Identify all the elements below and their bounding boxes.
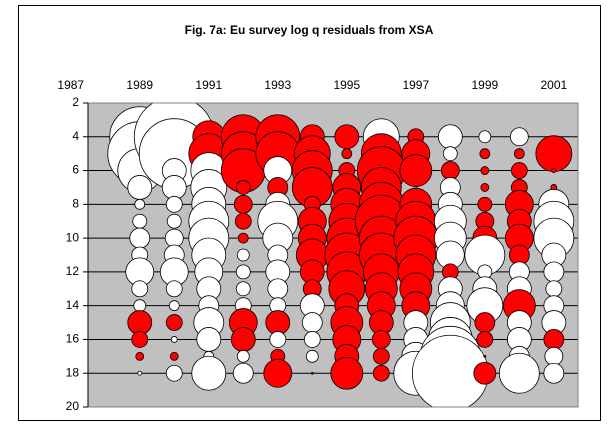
- bubble: [543, 329, 565, 350]
- bubble: [132, 213, 148, 229]
- bubble: [263, 358, 293, 388]
- bubble: [399, 154, 433, 187]
- bubble: [330, 356, 364, 390]
- bubble: [301, 312, 323, 333]
- bubble: [341, 148, 353, 160]
- bubble: [474, 312, 496, 333]
- bubble: [165, 280, 183, 298]
- bubble: [137, 370, 143, 376]
- bubble: [544, 346, 564, 366]
- bubble: [437, 124, 463, 150]
- bubble: [372, 347, 390, 365]
- bubble: [483, 354, 487, 358]
- bubble: [233, 194, 253, 214]
- bubble: [166, 213, 182, 229]
- bubble: [165, 314, 183, 331]
- bubble: [473, 361, 497, 385]
- bubble: [237, 232, 249, 244]
- bubble: [235, 281, 251, 297]
- bubble: [476, 331, 494, 348]
- bubble: [442, 146, 458, 162]
- x-tick-label: 1989: [126, 78, 153, 92]
- bubble: [509, 127, 529, 147]
- bubble: [440, 161, 460, 180]
- bubble: [134, 198, 146, 210]
- bubble: [551, 168, 557, 173]
- bubble: [169, 351, 179, 361]
- bubble: [479, 148, 491, 160]
- y-tick-label: 8: [72, 197, 79, 211]
- bubble: [165, 195, 183, 213]
- bubble: [478, 130, 492, 144]
- y-tick-label: 18: [66, 365, 80, 379]
- bubble: [131, 331, 149, 348]
- bubble: [477, 196, 493, 212]
- x-tick-label: 1987: [57, 78, 84, 92]
- bubble: [372, 364, 390, 382]
- y-tick-label: 12: [66, 264, 80, 278]
- bubble: [165, 364, 183, 382]
- y-tick-label: 10: [66, 230, 80, 244]
- x-tick-label: 2001: [540, 78, 567, 92]
- bubble: [235, 180, 251, 195]
- bubble: [164, 228, 184, 248]
- bubble: [230, 327, 256, 352]
- bubble: [543, 261, 565, 283]
- bubble: [232, 362, 254, 384]
- x-tick-label: 1995: [333, 78, 360, 92]
- bubble: [267, 278, 289, 300]
- y-tick-label: 20: [66, 399, 80, 413]
- y-tick-label: 6: [72, 163, 79, 177]
- bubble: [135, 351, 145, 361]
- bubble: [535, 135, 573, 173]
- bubble: [305, 349, 319, 363]
- bubble: [480, 166, 490, 175]
- bubble: [161, 175, 187, 200]
- bubble: [235, 264, 251, 280]
- x-tick-label: 1997: [402, 78, 429, 92]
- bubble: [310, 371, 314, 375]
- bubble: [334, 124, 360, 150]
- bubble: [480, 183, 490, 192]
- bubble: [127, 310, 153, 335]
- y-tick-label: 14: [66, 298, 80, 312]
- y-tick-label: 4: [72, 129, 79, 143]
- bubble: [196, 327, 222, 352]
- bubble: [543, 362, 565, 384]
- bubble: [127, 175, 153, 200]
- x-tick-label: 1991: [195, 78, 222, 92]
- y-tick-label: 16: [66, 332, 80, 346]
- bubble: [170, 336, 178, 343]
- x-tick-label: 1993: [264, 78, 291, 92]
- bubble: [131, 280, 149, 298]
- bubble: [371, 330, 391, 349]
- bubble: [133, 299, 147, 313]
- bubble: [129, 227, 151, 249]
- bubble: [513, 148, 525, 160]
- bubble: [510, 162, 528, 179]
- bubble: [545, 280, 563, 298]
- y-tick-label: 2: [72, 95, 79, 109]
- chart-title: Fig. 7a: Eu survey log q residuals from …: [185, 23, 434, 37]
- bubble: [498, 352, 540, 394]
- bubble: [236, 248, 250, 262]
- bubble: [269, 331, 287, 348]
- bubble: [303, 331, 321, 348]
- bubble: [265, 310, 291, 335]
- bubble: [191, 355, 227, 391]
- bubble: [234, 212, 252, 230]
- bubble: [168, 300, 180, 312]
- bubble: [236, 349, 250, 363]
- x-tick-label: 1999: [471, 78, 498, 92]
